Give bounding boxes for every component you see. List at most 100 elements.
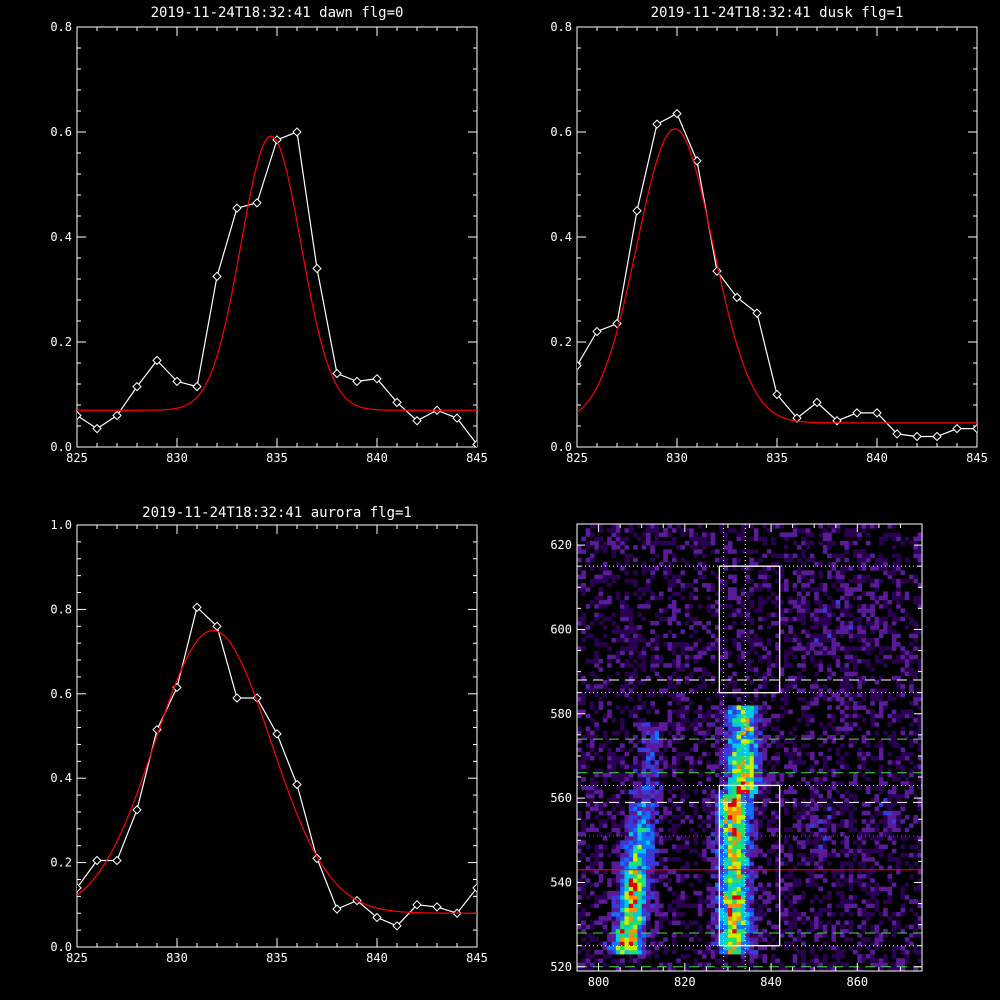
heatmap-cell xyxy=(801,709,806,715)
heatmap-cell xyxy=(671,692,677,698)
heatmap-cell xyxy=(715,924,720,930)
heatmap-cell xyxy=(900,781,906,786)
heatmap-cell xyxy=(848,705,854,710)
heatmap-cell xyxy=(891,857,897,862)
heatmap-cell xyxy=(779,861,785,866)
heatmap-cell xyxy=(646,675,651,681)
heatmap-cell xyxy=(727,680,733,685)
heatmap-cell xyxy=(827,966,832,972)
heatmap-cell xyxy=(853,798,858,803)
heatmap-cell xyxy=(913,671,918,677)
heatmap-cell xyxy=(671,890,677,896)
heatmap-cell xyxy=(715,574,720,580)
heatmap-cell xyxy=(740,861,746,866)
heatmap-cell xyxy=(874,798,880,803)
heatmap-cell xyxy=(840,726,845,731)
heatmap-cell xyxy=(844,663,849,668)
heatmap-cell xyxy=(641,933,647,938)
heatmap-cell xyxy=(620,781,625,786)
heatmap-cell xyxy=(706,823,711,828)
heatmap-cell xyxy=(835,823,841,828)
heatmap-cell xyxy=(736,945,742,951)
heatmap-cell xyxy=(654,903,660,909)
heatmap-cell xyxy=(775,869,780,875)
heatmap-cell xyxy=(809,958,815,963)
heatmap-cell xyxy=(904,671,910,677)
heatmap-cell xyxy=(693,654,699,660)
heatmap-cell xyxy=(749,578,755,584)
heatmap-cell xyxy=(745,874,750,879)
heatmap-cell xyxy=(753,865,759,871)
heatmap-cell xyxy=(827,895,832,900)
heatmap-cell xyxy=(891,620,897,626)
heatmap-cell xyxy=(831,696,837,702)
heatmap-cell xyxy=(693,768,699,774)
heatmap-cell xyxy=(577,566,582,571)
heatmap-cell xyxy=(831,869,837,875)
heatmap-cell xyxy=(745,591,750,596)
heatmap-cell xyxy=(637,802,642,807)
heatmap-cell xyxy=(779,671,785,677)
heatmap-cell xyxy=(896,827,901,833)
heatmap-cell xyxy=(719,831,724,837)
heatmap-cell xyxy=(615,545,621,550)
heatmap-cell xyxy=(900,793,906,799)
heatmap-cell xyxy=(624,916,630,921)
heatmap-cell xyxy=(913,578,918,584)
heatmap-cell xyxy=(637,810,642,816)
heatmap-cell xyxy=(620,823,625,828)
heatmap-cell xyxy=(796,671,802,677)
heatmap-cell xyxy=(865,730,871,736)
heatmap-cell xyxy=(736,557,742,563)
heatmap-cell xyxy=(693,810,699,816)
heatmap-cell xyxy=(611,764,617,769)
heatmap-cell xyxy=(870,696,875,702)
heatmap-cell xyxy=(693,536,699,542)
heatmap-cell xyxy=(641,844,647,850)
heatmap-cell xyxy=(620,928,625,934)
heatmap-cell xyxy=(598,566,604,571)
heatmap-cell xyxy=(874,755,880,761)
heatmap-cell xyxy=(805,823,811,828)
heatmap-cell xyxy=(745,861,750,866)
heatmap-cell xyxy=(809,874,815,879)
heatmap-cell xyxy=(633,658,638,664)
heatmap-cell xyxy=(646,751,651,757)
heatmap-cell xyxy=(753,722,759,727)
heatmap-cell xyxy=(727,768,733,774)
heatmap-cell xyxy=(736,844,742,850)
heatmap-cell xyxy=(801,705,806,710)
heatmap-cell xyxy=(736,899,742,904)
heatmap-cell xyxy=(857,911,862,917)
heatmap-cell xyxy=(676,878,681,883)
heatmap-cell xyxy=(689,591,694,596)
heatmap-cell xyxy=(835,802,841,807)
heatmap-cell xyxy=(865,831,871,837)
heatmap-cell xyxy=(577,583,582,588)
heatmap-cell xyxy=(581,945,586,951)
heatmap-cell xyxy=(775,743,780,748)
heatmap-cell xyxy=(904,937,910,942)
heatmap-cell xyxy=(805,604,811,609)
heatmap-cell xyxy=(715,764,720,769)
heatmap-cell xyxy=(736,848,742,854)
heatmap-cell xyxy=(719,857,724,862)
heatmap-cell xyxy=(641,587,647,592)
heatmap-cell xyxy=(784,553,789,559)
heatmap-cell xyxy=(663,882,668,887)
heatmap-cell xyxy=(809,701,815,706)
heatmap-cell xyxy=(702,734,707,740)
heatmap-cell xyxy=(840,743,845,748)
heatmap-cell xyxy=(589,755,595,761)
heatmap-cell xyxy=(805,916,811,921)
heatmap-cell xyxy=(917,595,923,601)
heatmap-cell xyxy=(887,852,893,858)
heatmap-cell xyxy=(753,751,759,757)
heatmap-cell xyxy=(715,966,720,972)
heatmap-cell xyxy=(766,734,772,740)
heatmap-cell xyxy=(835,625,841,630)
heatmap-cell xyxy=(585,911,591,917)
heatmap-cell xyxy=(650,802,655,807)
heatmap-cell xyxy=(663,663,668,668)
heatmap-cell xyxy=(749,836,755,841)
